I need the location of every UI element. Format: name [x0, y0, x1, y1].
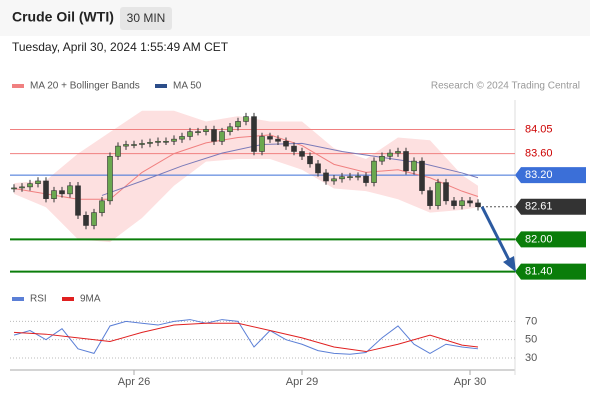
candle-body: [147, 142, 153, 144]
candle-body: [467, 200, 473, 204]
candle-body: [267, 136, 273, 140]
forecast-arrow-head: [503, 256, 516, 272]
rsi-tick-label: 30: [525, 352, 537, 364]
candle-body: [419, 160, 425, 191]
candle-body: [435, 182, 441, 206]
rsi-legend-label: 9MA: [80, 294, 101, 305]
candle-body: [203, 129, 209, 132]
level-label: 83.60: [525, 148, 553, 160]
candle-body: [35, 180, 41, 184]
candle-body: [67, 185, 73, 195]
candle-body: [291, 145, 297, 152]
candle-body: [307, 156, 313, 165]
candle-body: [275, 138, 281, 142]
candle-body: [211, 129, 217, 142]
ma-line: [101, 142, 479, 196]
candle-body: [227, 126, 233, 132]
header-bar: [0, 0, 590, 36]
rsi-legend-label: RSI: [30, 294, 47, 305]
candle-body: [163, 140, 169, 143]
candle-body: [403, 151, 409, 172]
level-label: 81.40: [525, 266, 553, 278]
candle-body: [299, 151, 305, 157]
legend-swatch: [12, 84, 24, 88]
candle-body: [379, 156, 385, 162]
candle-body: [171, 138, 177, 142]
level-label: 83.20: [525, 169, 553, 181]
rsi-line: [13, 319, 479, 355]
candle-body: [155, 140, 161, 143]
level-label: 82.61: [525, 201, 553, 213]
candle-body: [331, 178, 337, 182]
interval-box[interactable]: [120, 7, 172, 30]
credit: Research © 2024 Trading Central: [431, 81, 580, 92]
candle-body: [107, 156, 113, 202]
candle-body: [323, 172, 329, 182]
rsi-legend-swatch: [62, 297, 74, 301]
candle-body: [179, 136, 185, 140]
candle-body: [243, 116, 249, 122]
candle-body: [131, 144, 137, 146]
rsi-tick-label: 50: [525, 334, 537, 346]
candle-body: [19, 186, 25, 189]
legend-label: MA 20 + Bollinger Bands: [30, 81, 140, 92]
interval[interactable]: 30 MIN: [127, 11, 166, 25]
candle-body: [27, 183, 33, 188]
candle-body: [371, 160, 377, 183]
candle-body: [411, 160, 417, 172]
candle-body: [251, 116, 257, 152]
candle-body: [43, 180, 49, 199]
candle-body: [99, 200, 105, 213]
candle-body: [451, 200, 457, 206]
candle-body: [83, 214, 89, 226]
candle-body: [315, 163, 321, 174]
candle-body: [355, 175, 361, 178]
candle-body: [91, 212, 97, 226]
candle-body: [11, 187, 17, 190]
candle-body: [187, 131, 193, 137]
x-tick-label: Apr 29: [286, 376, 318, 388]
legend-label: MA 50: [173, 81, 202, 92]
candle-body: [75, 185, 81, 216]
candle-body: [363, 175, 369, 183]
candle-body: [427, 190, 433, 206]
x-tick-label: Apr 30: [454, 376, 486, 388]
candle-body: [59, 190, 65, 195]
level-label: 84.05: [525, 123, 553, 135]
legend-swatch: [155, 84, 167, 88]
candle-body: [339, 176, 345, 180]
level-label: 82.00: [525, 233, 553, 245]
level-label-box: [515, 167, 586, 184]
candle-body: [219, 131, 225, 142]
rsi-tick-label: 70: [525, 315, 537, 327]
candle-body: [235, 121, 241, 128]
rsi-legend-swatch: [12, 297, 24, 301]
subtitle: Tuesday, April 30, 2024 1:55:49 AM CET: [12, 40, 229, 54]
bollinger-band: [14, 110, 478, 243]
candle-body: [259, 136, 265, 152]
level-label-box: [515, 263, 586, 280]
candle-body: [347, 176, 353, 178]
candle-body: [475, 202, 481, 208]
candle-body: [195, 131, 201, 133]
forecast-arrow: [480, 206, 512, 263]
rsi-ma-line: [13, 322, 479, 353]
candle-body: [387, 152, 393, 157]
level-label-box: [515, 198, 586, 215]
candle-body: [459, 200, 465, 206]
candle-body: [395, 151, 401, 154]
candle-body: [51, 190, 57, 199]
candle-body: [123, 144, 129, 147]
x-tick-label: Apr 26: [118, 376, 150, 388]
candle-body: [115, 145, 121, 157]
candle-body: [443, 182, 449, 202]
chart-title: Crude Oil (WTI): [12, 9, 114, 25]
candle-body: [139, 143, 145, 145]
candle-body: [283, 140, 289, 147]
level-label-box: [515, 231, 586, 248]
